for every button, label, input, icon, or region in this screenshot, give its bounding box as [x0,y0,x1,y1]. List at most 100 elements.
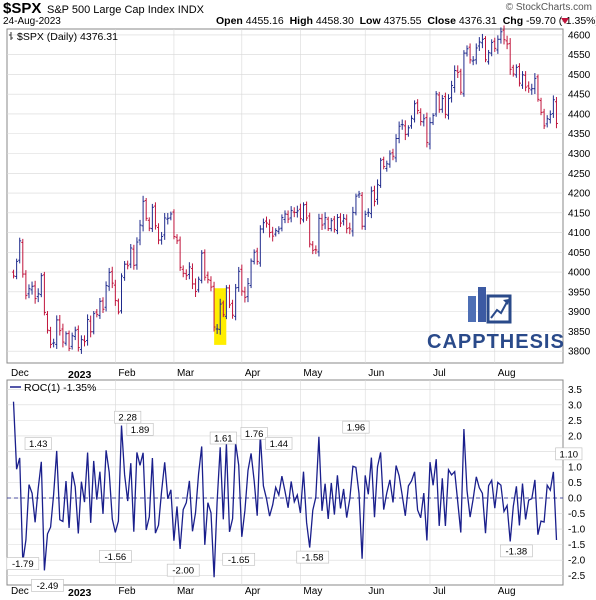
month-tick-label: Jun [368,586,384,597]
ohlc-bar [79,335,83,354]
ohlc-bar [163,212,167,240]
ohlc-bar [419,108,423,126]
ohlc-bar [517,63,521,87]
ohlc-bar [277,226,281,235]
ohlc-bar [342,213,346,226]
cappthesis-logo: CAPPTHESIS [427,287,565,353]
ohlc-bar [30,281,34,295]
ohlc-bar [490,39,494,57]
ohlc-bar [554,96,558,129]
logo-chart-icon [468,287,512,324]
price-tick-label: 4450 [568,90,591,101]
ohlc-bar [351,206,355,237]
ohlc-bar [175,234,179,245]
ohlc-bar [27,284,31,299]
month-tick-label: Feb [118,368,136,379]
ohlc-bar [409,115,413,129]
ohlc-bar [203,249,207,281]
ohlc-bar [400,119,404,130]
ohlc-bar [298,203,302,225]
roc-data-label: 1.76 [240,427,268,440]
ohlc-bar [539,97,543,116]
ohlc-bar [255,247,259,265]
price-tick-label: 4350 [568,129,591,140]
ohlc-bar [502,25,506,45]
roc-tick-label: 2.5 [568,416,582,427]
ohlc-bar [92,311,96,335]
ohlc-bar [172,209,176,240]
ohlc-bar [394,134,398,163]
ohlc-bar [132,244,136,270]
ohlc-bar [86,314,90,346]
ohlc-bar [459,68,463,95]
ohlc-bar [477,37,481,51]
roc-tick-label: 2.0 [568,431,582,442]
open-value: 4455.16 [245,15,284,27]
month-tick-label: Mar [177,368,195,379]
ohlc-bar [286,210,290,224]
close-value: 4376.31 [458,15,497,27]
ohlc-bar [335,213,339,235]
roc-tick-label: -2.5 [568,571,586,582]
roc-tick-label: 3.0 [568,400,582,411]
price-tick-label: 4300 [568,149,591,160]
ohlc-bar [249,258,253,289]
month-tick-label: Jul [433,586,446,597]
ohlc-bar [64,331,68,346]
ohlc-bar [471,56,475,66]
svg-text:1.10: 1.10 [560,449,579,460]
ohlc-bar [360,192,364,230]
ohlc-bar [536,74,540,102]
quote-date: 24-Aug-2023 [3,16,61,27]
roc-tick-label: -2.0 [568,556,586,567]
ohlc-bar [73,326,77,341]
ohlc-bar [379,157,383,188]
roc-tick-label: 1.0 [568,462,582,473]
ohlc-bar [98,297,102,319]
price-tick-label: 4150 [568,208,591,219]
ohlc-bar [505,35,509,50]
low-label: Low [359,15,381,27]
chg-label: Chg [502,15,524,27]
ohlc-bar [376,179,380,205]
ohlc-bar [283,210,287,224]
ohlc-bar [357,190,361,198]
roc-series [12,401,558,578]
svg-text:1.43: 1.43 [29,439,48,450]
ohlc-bar [289,206,293,223]
ohlc-bar [55,315,59,349]
low-value: 4375.55 [383,15,422,27]
ohlc-bar [221,300,225,318]
price-tick-label: 3850 [568,327,591,338]
ohlc-bar [524,71,528,92]
ohlc-bar [527,81,531,93]
price-legend-icon [9,32,13,40]
ohlc-bar [422,114,426,127]
ohlc-bar [317,213,321,257]
index-name: S&P 500 Large Cap Index [47,4,175,16]
month-tick-label: Aug [498,586,516,597]
price-tick-label: 3950 [568,287,591,298]
roc-data-label: -2.00 [166,563,200,577]
svg-text:-1.38: -1.38 [506,546,528,557]
price-tick-label: 4000 [568,268,591,279]
price-tick-label: 4100 [568,228,591,239]
ohlc-bar [138,219,142,246]
ohlc-bar [416,99,420,115]
ohlc-bar [33,280,37,304]
logo-text: CAPPTHESIS [427,331,565,353]
ohlc-bar [101,297,105,313]
open-label: Open [216,15,243,27]
ohlc-bar [36,288,40,303]
ohlc-bar [323,212,327,230]
ohlc-bar [487,49,491,65]
price-tick-label: 4200 [568,189,591,200]
svg-text:1.96: 1.96 [347,423,366,434]
ohlc-bar [274,228,278,237]
ohlc-bar [514,64,518,78]
ohlc-bar [246,278,250,303]
svg-text:-1.65: -1.65 [228,555,250,566]
ohlc-bar [406,125,410,137]
month-tick-label: Mar [177,586,195,597]
